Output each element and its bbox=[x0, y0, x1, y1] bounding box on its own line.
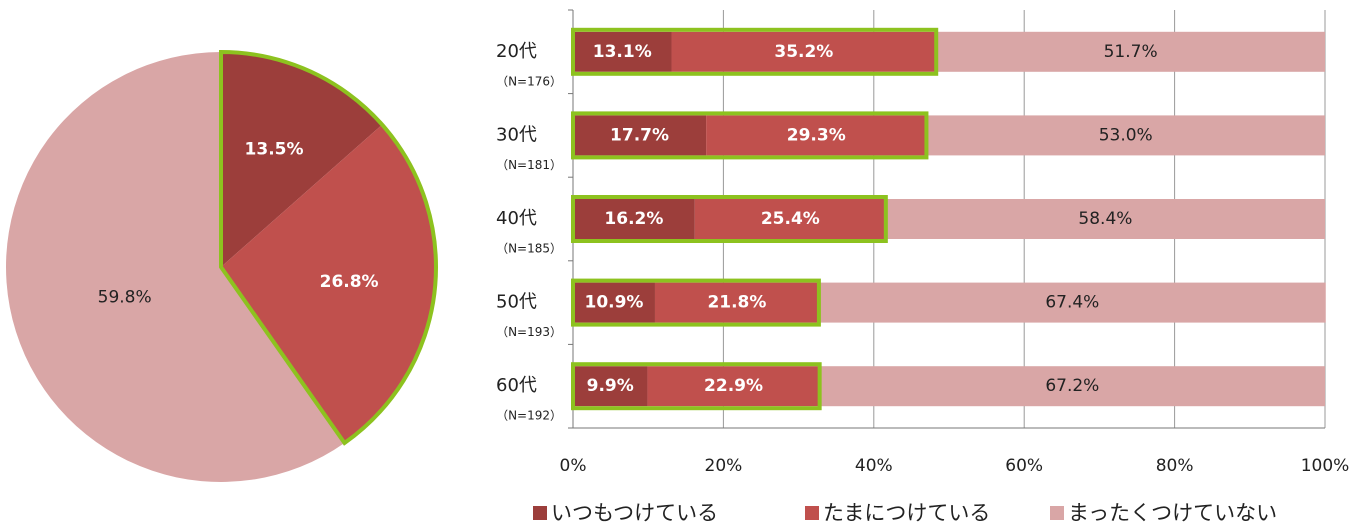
bar-segment bbox=[647, 366, 820, 407]
bar-label: 67.4% bbox=[1045, 293, 1099, 313]
bar-label: 35.2% bbox=[774, 42, 833, 62]
bar-label: 29.3% bbox=[787, 125, 846, 145]
bar-segment bbox=[706, 115, 927, 156]
bar-segment bbox=[573, 282, 655, 323]
highlight bbox=[571, 195, 888, 243]
sample-size: （N=185） bbox=[496, 242, 562, 256]
pie-label: 13.5% bbox=[245, 139, 304, 159]
bar-label: 16.2% bbox=[604, 209, 663, 229]
pie-label: 26.8% bbox=[320, 272, 379, 292]
bar-segment bbox=[654, 282, 819, 323]
bar-segment bbox=[885, 199, 1325, 239]
x-tick-label: 80% bbox=[1156, 456, 1194, 476]
bar-segment bbox=[818, 282, 1326, 323]
bar-label: 67.2% bbox=[1045, 376, 1099, 396]
sample-size: （N=181） bbox=[496, 158, 562, 172]
highlight bbox=[571, 27, 939, 76]
category-label: 40代 bbox=[496, 208, 537, 229]
bar-label: 17.7% bbox=[610, 125, 669, 145]
legend-swatch bbox=[805, 506, 819, 520]
legend-label: たまにつけている bbox=[823, 501, 990, 525]
x-tick-label: 60% bbox=[1005, 456, 1043, 476]
sample-size: （N=193） bbox=[496, 325, 562, 339]
bar-label: 21.8% bbox=[707, 293, 766, 313]
bar-label: 10.9% bbox=[584, 293, 643, 313]
category-label: 50代 bbox=[496, 292, 537, 313]
x-tick-label: 20% bbox=[705, 456, 743, 476]
x-tick-label: 0% bbox=[560, 456, 587, 476]
category-label: 30代 bbox=[496, 124, 537, 145]
bar-label: 58.4% bbox=[1078, 209, 1132, 229]
bar-segment bbox=[926, 115, 1325, 156]
x-tick-label: 40% bbox=[855, 456, 893, 476]
pie-slice bbox=[221, 52, 383, 267]
legend-label: まったくつけていない bbox=[1068, 501, 1277, 525]
legend-label: いつもつけている bbox=[551, 501, 718, 525]
bar-segment bbox=[573, 199, 695, 239]
bar-label: 53.0% bbox=[1099, 125, 1153, 145]
highlight bbox=[571, 278, 821, 327]
bar-segment bbox=[694, 199, 886, 239]
sample-size: （N=176） bbox=[496, 74, 562, 88]
bar-label: 51.7% bbox=[1104, 42, 1158, 62]
bar-segment bbox=[671, 31, 937, 72]
bar-segment bbox=[573, 31, 672, 72]
legend-swatch bbox=[1050, 506, 1064, 520]
bar-segment bbox=[573, 366, 648, 407]
highlight bbox=[571, 111, 929, 160]
bar-label: 25.4% bbox=[761, 209, 820, 229]
category-label: 20代 bbox=[496, 41, 537, 62]
pie-slice bbox=[221, 124, 437, 443]
category-label: 60代 bbox=[496, 375, 537, 396]
bar-segment bbox=[819, 366, 1325, 407]
x-tick-label: 100% bbox=[1301, 456, 1350, 476]
bar-segment bbox=[573, 115, 707, 156]
legend-swatch bbox=[533, 506, 547, 520]
bar-label: 22.9% bbox=[704, 376, 763, 396]
pie-slice bbox=[6, 52, 345, 482]
sample-size: （N=192） bbox=[496, 409, 562, 423]
bar-label: 13.1% bbox=[593, 42, 652, 62]
highlight bbox=[219, 49, 438, 446]
highlight bbox=[571, 362, 822, 411]
pie-label: 59.8% bbox=[98, 287, 152, 307]
bar-label: 9.9% bbox=[587, 376, 634, 396]
bar-segment bbox=[936, 31, 1325, 72]
